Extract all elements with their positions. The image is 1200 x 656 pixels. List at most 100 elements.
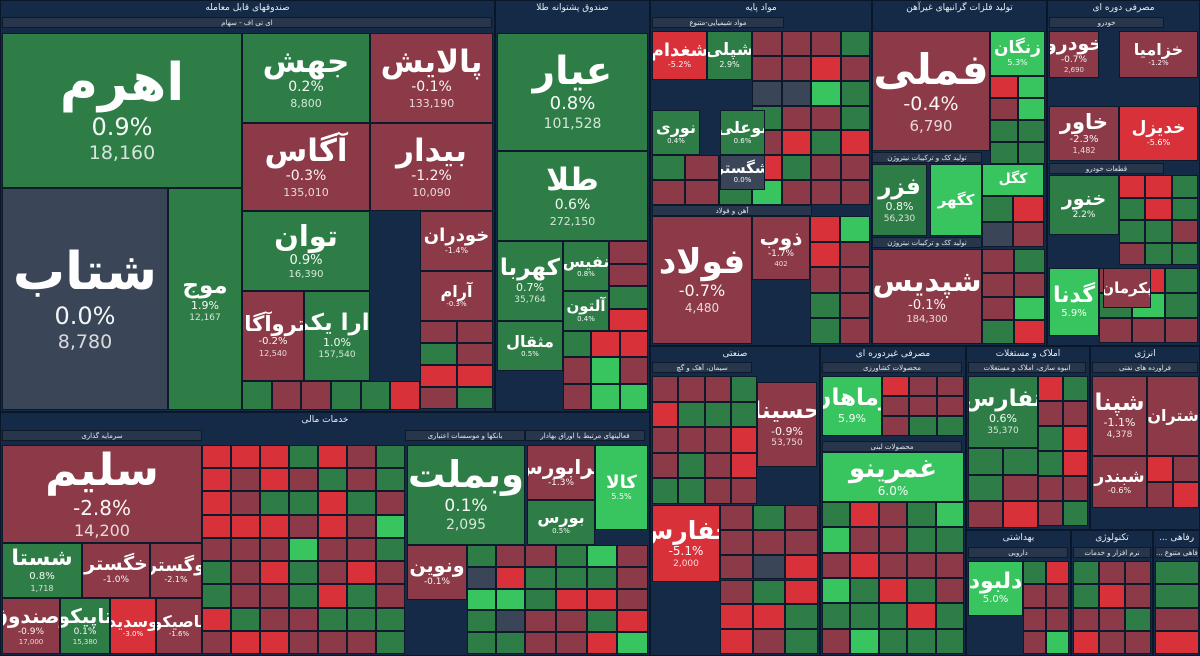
minor-stock-tile[interactable] [752, 554, 786, 580]
minor-stock-tile[interactable] [1173, 482, 1199, 508]
stock-tile[interactable]: غمرینو 6.0% [822, 452, 964, 502]
minor-stock-tile[interactable] [752, 629, 786, 654]
stock-tile[interactable]: سلیم -2.8% 14,200 [2, 445, 202, 543]
minor-stock-tile[interactable] [850, 578, 879, 604]
minor-stock-tile[interactable] [840, 241, 870, 268]
minor-stock-tile[interactable] [982, 296, 1014, 321]
stock-tile[interactable]: وسدید -3.0% [110, 598, 156, 654]
minor-stock-tile[interactable] [1171, 220, 1198, 243]
minor-stock-tile[interactable] [1038, 451, 1063, 476]
stock-tile[interactable]: فولاد -0.7% 4,480 [652, 216, 752, 344]
minor-stock-tile[interactable] [909, 416, 937, 436]
stock-tile[interactable]: شپنا -1.1% 4,378 [1092, 376, 1147, 456]
minor-stock-tile[interactable] [730, 401, 757, 428]
minor-stock-tile[interactable] [1046, 607, 1069, 631]
minor-stock-tile[interactable] [840, 31, 870, 56]
stock-tile[interactable]: وبملت 0.1% 2,095 [407, 445, 525, 545]
minor-stock-tile[interactable] [1063, 501, 1088, 526]
minor-stock-tile[interactable] [752, 180, 782, 205]
minor-stock-tile[interactable] [811, 31, 841, 56]
minor-stock-tile[interactable] [840, 318, 870, 344]
minor-stock-tile[interactable] [1165, 293, 1198, 318]
minor-stock-tile[interactable] [822, 603, 851, 629]
minor-stock-tile[interactable] [260, 468, 289, 492]
minor-stock-tile[interactable] [678, 452, 705, 479]
stock-tile[interactable]: خودران -1.4% [420, 211, 493, 271]
minor-stock-tile[interactable] [318, 607, 347, 631]
minor-stock-tile[interactable] [990, 98, 1018, 120]
minor-stock-tile[interactable] [260, 630, 289, 654]
minor-stock-tile[interactable] [935, 578, 964, 604]
minor-stock-tile[interactable] [935, 552, 964, 578]
minor-stock-tile[interactable] [785, 579, 818, 605]
stock-tile[interactable]: فزر 0.8% 56,230 [872, 164, 927, 236]
minor-stock-tile[interactable] [318, 584, 347, 608]
minor-stock-tile[interactable] [811, 130, 841, 156]
minor-stock-tile[interactable] [907, 578, 936, 604]
minor-stock-tile[interactable] [1073, 561, 1099, 585]
stock-tile[interactable]: موج 1.9% 12,167 [168, 188, 242, 410]
minor-stock-tile[interactable] [591, 357, 620, 384]
minor-stock-tile[interactable] [347, 561, 376, 585]
minor-stock-tile[interactable] [1155, 607, 1199, 631]
stock-tile[interactable]: توان 0.9% 16,390 [242, 211, 370, 291]
stock-tile[interactable]: نوری 0.4% [652, 110, 700, 155]
minor-stock-tile[interactable] [730, 478, 757, 504]
minor-stock-tile[interactable] [850, 502, 879, 528]
minor-stock-tile[interactable] [1003, 474, 1038, 502]
minor-stock-tile[interactable] [242, 381, 272, 410]
stock-tile[interactable]: شبندر -0.6% [1092, 456, 1147, 508]
minor-stock-tile[interactable] [456, 387, 493, 409]
minor-stock-tile[interactable] [467, 545, 496, 567]
minor-stock-tile[interactable] [982, 196, 1013, 222]
minor-stock-tile[interactable] [822, 527, 851, 553]
stock-tile[interactable]: خدیزل -5.6% [1119, 106, 1198, 161]
minor-stock-tile[interactable] [810, 318, 840, 344]
minor-stock-tile[interactable] [347, 445, 376, 469]
minor-stock-tile[interactable] [1013, 272, 1045, 297]
minor-stock-tile[interactable] [376, 537, 405, 562]
minor-stock-tile[interactable] [810, 267, 840, 293]
minor-stock-tile[interactable] [202, 584, 231, 608]
minor-stock-tile[interactable] [990, 120, 1018, 142]
minor-stock-tile[interactable] [289, 468, 318, 492]
stock-tile[interactable]: کگل [982, 164, 1044, 196]
minor-stock-tile[interactable] [720, 529, 753, 555]
stock-tile[interactable]: طلا 0.6% 272,150 [497, 151, 648, 241]
stock-tile[interactable]: خزامیا -1.2% [1119, 31, 1198, 78]
minor-stock-tile[interactable] [347, 537, 376, 562]
minor-stock-tile[interactable] [456, 321, 493, 343]
minor-stock-tile[interactable] [982, 272, 1014, 297]
minor-stock-tile[interactable] [840, 155, 870, 181]
minor-stock-tile[interactable] [907, 502, 936, 528]
minor-stock-tile[interactable] [202, 514, 231, 538]
stock-tile[interactable]: وگستر-2.1% [150, 543, 202, 598]
minor-stock-tile[interactable] [907, 552, 936, 578]
stock-tile[interactable]: کالا 5.5% [595, 445, 648, 530]
stock-tile[interactable]: کهربا 0.7% 35,764 [497, 241, 563, 321]
stock-tile[interactable]: ثفارس0.6%35,370 [968, 376, 1038, 448]
minor-stock-tile[interactable] [1171, 175, 1198, 198]
stock-tile[interactable]: خودرو-0.7%2,690 [1049, 31, 1099, 78]
minor-stock-tile[interactable] [1013, 320, 1045, 344]
stock-tile[interactable]: شتاب 0.0% 8,780 [2, 188, 168, 410]
minor-stock-tile[interactable] [811, 55, 841, 81]
stock-tile[interactable]: مثقال 0.5% [497, 321, 563, 371]
minor-stock-tile[interactable] [810, 292, 840, 319]
minor-stock-tile[interactable] [704, 427, 731, 453]
minor-stock-tile[interactable] [202, 607, 231, 631]
minor-stock-tile[interactable] [1046, 561, 1069, 585]
stock-tile[interactable]: بوعلی 0.6% [720, 110, 765, 155]
minor-stock-tile[interactable] [318, 445, 347, 469]
minor-stock-tile[interactable] [730, 452, 757, 479]
minor-stock-tile[interactable] [555, 610, 587, 633]
stock-tile[interactable]: دارا یکم1.0%157,540 [304, 291, 370, 381]
minor-stock-tile[interactable] [822, 502, 851, 528]
minor-stock-tile[interactable] [822, 578, 851, 604]
minor-stock-tile[interactable] [878, 527, 908, 553]
stock-tile[interactable]: دلبود 5.0% [968, 561, 1023, 616]
minor-stock-tile[interactable] [563, 357, 592, 384]
minor-stock-tile[interactable] [1173, 456, 1199, 482]
minor-stock-tile[interactable] [840, 267, 870, 293]
minor-stock-tile[interactable] [781, 130, 811, 156]
